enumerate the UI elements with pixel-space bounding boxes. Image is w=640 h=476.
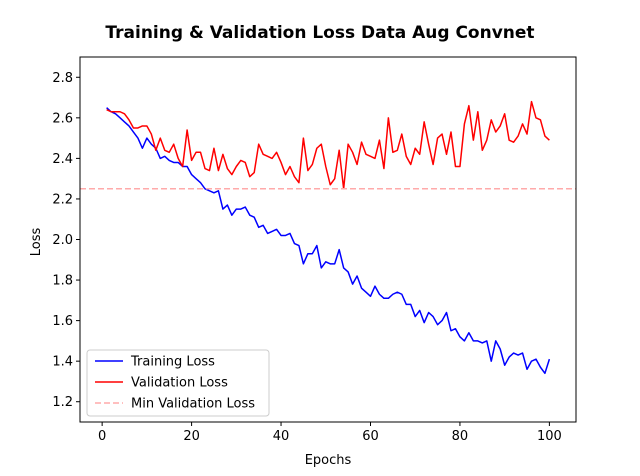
- y-axis-label: Loss: [29, 228, 44, 257]
- validation-loss-legend-label: Validation Loss: [131, 376, 228, 391]
- x-tick-label: 0: [98, 429, 106, 444]
- y-tick-label: 2.2: [52, 192, 73, 207]
- training-loss-legend-label: Training Loss: [130, 355, 215, 370]
- x-tick-label: 20: [183, 429, 200, 444]
- y-axis: 1.2 1.4 1.6 1.8 2.0 2.2 2.4 2.6 2.8: [52, 71, 80, 410]
- y-tick-label: 1.4: [52, 355, 73, 370]
- training-loss-line: [106, 107, 551, 375]
- y-tick-label: 1.8: [52, 274, 73, 289]
- x-tick-label: 80: [452, 429, 469, 444]
- legend-box: [86, 349, 270, 417]
- y-tick-label: 2.4: [52, 152, 73, 167]
- x-axis: 0 20 40 60 80 100: [98, 422, 562, 444]
- x-tick-label: 60: [362, 429, 379, 444]
- series-lines: [80, 100, 576, 375]
- x-tick-label: 40: [273, 429, 290, 444]
- y-tick-label: 2.0: [52, 233, 73, 248]
- y-tick-label: 1.6: [52, 314, 73, 329]
- y-tick-label: 2.8: [52, 71, 73, 86]
- y-tick-label: 1.2: [52, 395, 73, 410]
- x-tick-label: 100: [537, 429, 562, 444]
- plot-area: [79, 56, 577, 423]
- y-tick-label: 2.6: [52, 111, 73, 126]
- validation-loss-line: [106, 100, 550, 190]
- chart-title: Training & Validation Loss Data Aug Conv…: [105, 23, 534, 43]
- min-validation-loss-legend-label: Min Validation Loss: [131, 397, 255, 412]
- x-axis-label: Epochs: [305, 453, 352, 468]
- legend: Training Loss Validation Loss Min Validati…: [86, 349, 270, 417]
